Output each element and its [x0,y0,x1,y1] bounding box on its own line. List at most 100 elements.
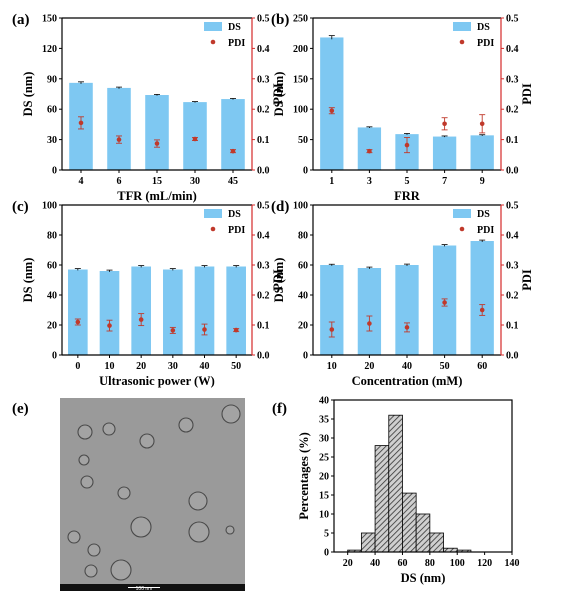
y2-tick-label: 0.5 [506,14,519,25]
y-tick-label: 20 [47,321,57,332]
legend-label-pdi: PDI [477,38,494,49]
ds-bar [470,135,494,170]
pdi-point [75,319,81,325]
pdi-point [329,108,335,114]
y2-tick-label: 0.3 [257,74,270,85]
ds-bar [163,269,183,355]
y-tick-label: 0 [52,166,57,177]
y-tick-label: 250 [293,14,308,25]
y2-tick-label: 0.4 [506,231,519,242]
x-tick-label: 20 [136,361,146,372]
panel-label-e: (e) [12,401,29,417]
x-tick-label: 20 [364,361,374,372]
tem-particle [139,433,155,449]
y-tick-label: 150 [42,14,57,25]
ds-bar [320,265,344,355]
y2-tick-label: 0.3 [257,261,270,272]
x-tick-label: 3 [367,176,372,187]
x-tick-label: 10 [105,361,115,372]
y-tick-label: 25 [319,453,329,464]
y2-tick-label: 0.5 [257,14,270,25]
y2-axis-label: PDI [520,83,534,105]
y2-tick-label: 0.1 [506,135,519,146]
y2-tick-label: 0.3 [506,74,519,85]
x-tick-label: 60 [477,361,487,372]
pdi-point [116,137,122,142]
x-tick-label: 6 [117,176,122,187]
tem-particle [77,424,93,440]
pdi-point [138,317,144,322]
histogram-bar [360,532,376,553]
x-tick-label: 120 [477,558,492,569]
panel-label: (a) [12,12,30,28]
tem-particle [84,564,98,578]
x-tick-label: 50 [440,361,450,372]
x-tick-label: 5 [405,176,410,187]
panel-label: (d) [271,199,289,215]
legend-label-pdi: PDI [228,225,245,236]
pdi-point [192,136,198,142]
y2-tick-label: 0.2 [506,291,519,302]
legend-label-ds: DS [477,22,490,33]
x-tick-label: 0 [75,361,80,372]
ds-bar [99,271,120,355]
panel-e-tem-image: (e) 100 nm [12,398,245,592]
y-tick-label: 120 [42,44,57,55]
y-axis-label: DS (nm) [272,258,286,303]
pdi-point [479,121,485,127]
pdi-point [442,300,447,305]
tem-particle [110,559,132,581]
histogram-bar [402,492,417,553]
legend-label-pdi: PDI [228,38,245,49]
x-tick-label: 1 [329,176,334,187]
tem-particle [221,404,241,424]
x-tick-label: 4 [79,176,84,187]
y-axis-label: Percentages (%) [297,432,311,520]
histogram-bar [374,445,390,553]
y2-tick-label: 0.2 [257,291,270,302]
y-tick-label: 40 [319,396,329,407]
panel-f-histogram: (f) 20 40 60 80 100 120 140 0 5 10 15 20 25 30 35 40 DS (… [272,396,520,586]
y2-tick-label: 0.2 [257,105,270,116]
legend-swatch-ds [453,22,471,31]
y-tick-label: 20 [319,472,329,483]
ds-bar [68,269,88,355]
tem-particle [130,516,152,538]
panel-label: (b) [271,12,289,28]
histogram-bar [388,414,403,553]
legend-swatch-ds [204,209,222,218]
x-tick-label: 45 [228,176,238,187]
ds-bar [131,266,151,355]
tem-particle [80,475,94,489]
tem-scale-label: 100 nm [136,586,153,592]
y-tick-label: 10 [319,510,329,521]
x-axis-label: Ultrasonic power (W) [99,374,215,388]
ds-bar [357,127,382,170]
y2-tick-label: 0.2 [506,105,519,116]
y-tick-label: 30 [47,135,57,146]
y-axis-label: DS (nm) [21,258,35,303]
y-tick-label: 15 [319,491,329,502]
x-tick-label: 40 [200,361,210,372]
x-tick-label: 40 [402,361,412,372]
tem-particles [67,404,241,581]
x-tick-label: 9 [480,176,485,187]
y-axis-label: DS (nm) [21,72,35,117]
y2-tick-label: 0.4 [257,44,270,55]
x-tick-label: 40 [370,558,380,569]
ds-bar [145,95,169,170]
tem-particle [78,454,90,466]
panel-a: (a) 4 6 15 30 45 0 30 60 90 120 150 0.0 0.1 0.2 0.3 0.4 0… [12,12,285,203]
y-tick-label: 40 [47,291,57,302]
tem-particle [188,521,210,543]
y2-axis-label: PDI [271,83,285,105]
y-tick-label: 60 [47,261,57,272]
panel-label: (c) [12,199,29,215]
pdi-point [154,141,160,146]
y-tick-label: 35 [319,415,329,426]
tem-particle [188,491,208,511]
ds-bar [470,241,494,355]
x-axis-label: DS (nm) [401,571,446,585]
y-tick-label: 5 [324,529,329,540]
pdi-point [367,148,372,154]
